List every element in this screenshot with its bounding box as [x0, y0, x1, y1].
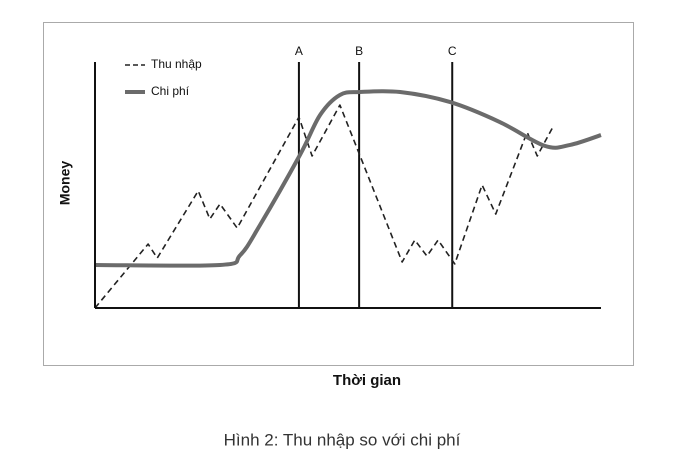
- legend-label: Chi phí: [151, 84, 190, 98]
- marker-label: C: [448, 44, 457, 58]
- caption: Hình 2: Thu nhập so với chi phí: [224, 430, 461, 449]
- marker-label: A: [295, 44, 303, 58]
- chart-frame: [43, 22, 634, 366]
- marker-label: B: [355, 44, 363, 58]
- legend-label: Thu nhập: [151, 57, 202, 71]
- series-line: [94, 104, 554, 309]
- y-axis-title: Money: [57, 161, 73, 206]
- series-line: [94, 89, 602, 268]
- x-axis-title: Thời gian: [333, 372, 401, 389]
